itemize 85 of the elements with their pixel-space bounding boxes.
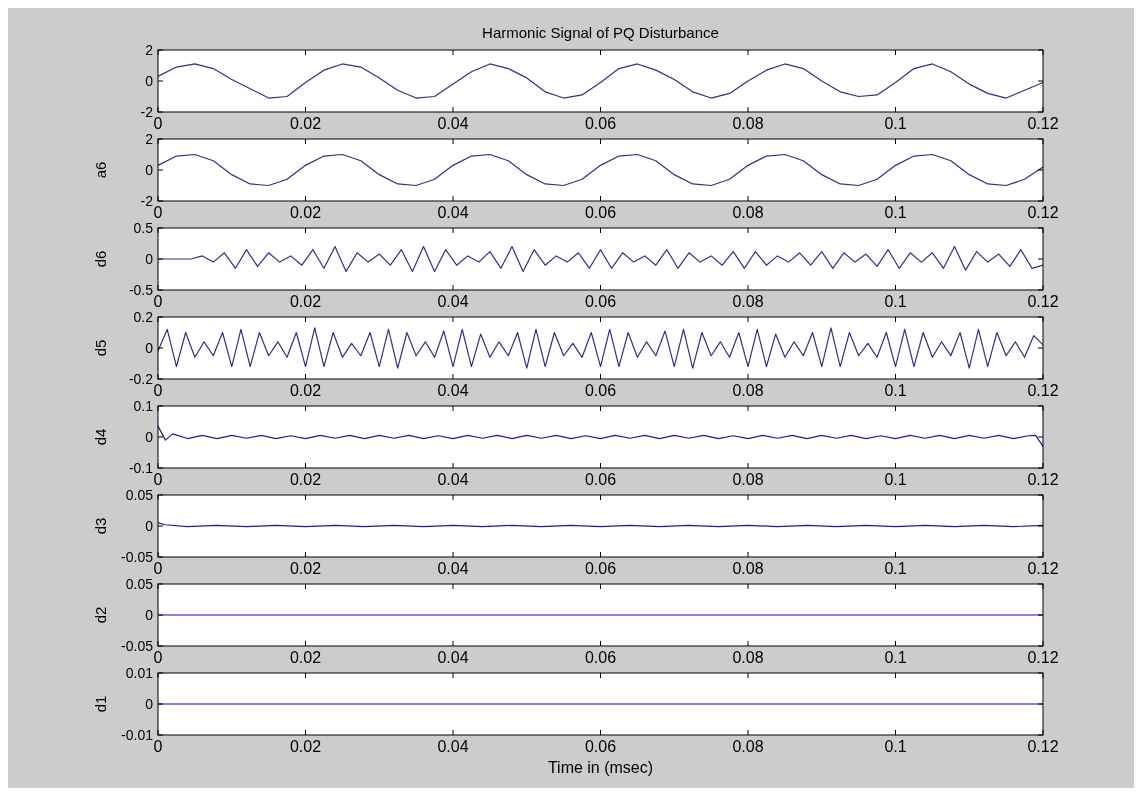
y-tick-label: 0.01 [125, 665, 154, 681]
line-series [157, 63, 1044, 99]
x-tick-label: 0.08 [732, 471, 764, 488]
y-tick-label: 0 [145, 73, 154, 89]
y-tick-label: -0.2 [128, 371, 154, 387]
x-tick-label: 0.02 [289, 204, 322, 221]
x-tick-label: 0.02 [289, 738, 322, 755]
x-tick-label: 0.04 [437, 471, 469, 488]
chart-title: Harmonic Signal of PQ Disturbance [482, 24, 719, 41]
y-tick-label: 2 [145, 42, 154, 58]
x-tick-label: 0.06 [584, 204, 617, 221]
y-tick-label: -0.01 [121, 727, 154, 743]
y-tick-label: -0.1 [128, 460, 154, 476]
x-tick-label: 0.04 [437, 560, 469, 577]
x-tick-label: 0.06 [584, 382, 617, 399]
x-tick-label: 0.06 [584, 649, 617, 666]
y-tick-label: 0 [145, 518, 154, 534]
y-tick-label: -0.05 [121, 549, 154, 565]
y-tick-label: -2 [140, 193, 154, 209]
x-tick-label: 0.12 [1027, 204, 1059, 221]
y-tick-label: 0 [145, 340, 154, 356]
x-tick-label: 0.12 [1027, 382, 1059, 399]
y-tick-label: 0 [145, 429, 154, 445]
x-tick-label: 0.06 [584, 471, 617, 488]
y-tick-label: -2 [140, 104, 154, 120]
x-tick-label: 0.08 [732, 560, 764, 577]
y-tick-label: -0.05 [121, 638, 154, 654]
x-tick-label: 0.12 [1027, 649, 1059, 666]
line-series [157, 327, 1044, 369]
x-tick-label: 0.08 [732, 293, 764, 310]
x-tick-label: 0.04 [437, 204, 469, 221]
y-tick-label: 0.05 [125, 576, 154, 592]
x-tick-label: 0.06 [584, 560, 617, 577]
x-tick-label: 0.1 [884, 204, 907, 221]
x-tick-label: 0.02 [289, 382, 322, 399]
x-tick-label: 0.1 [884, 738, 907, 755]
x-tick-label: 0.06 [584, 115, 617, 132]
x-tick-label: 0.08 [732, 204, 764, 221]
y-axis-title: d6 [92, 250, 109, 268]
y-tick-label: 0 [145, 251, 154, 267]
x-tick-label: 0.1 [884, 293, 907, 310]
y-tick-label: 2 [145, 131, 154, 147]
y-tick-label: 0.05 [125, 487, 154, 503]
x-tick-label: 0.12 [1027, 115, 1059, 132]
y-tick-label: 0.1 [133, 398, 154, 414]
y-axis-title: a6 [92, 161, 109, 179]
line-series [157, 153, 1044, 187]
x-tick-label: 0.02 [289, 560, 322, 577]
x-tick-label: 0.06 [584, 738, 617, 755]
x-tick-label: 0.1 [884, 649, 907, 666]
y-tick-label: -0.5 [128, 282, 154, 298]
x-tick-label: 0.04 [437, 649, 469, 666]
x-tick-label: 0.04 [437, 738, 469, 755]
y-axis-title: d3 [92, 517, 109, 535]
x-tick-label: 0.1 [884, 115, 907, 132]
y-tick-label: 0 [145, 607, 154, 623]
x-tick-label: 0.12 [1027, 560, 1059, 577]
y-axis-title: d5 [92, 339, 109, 357]
x-tick-label: 0.02 [289, 293, 322, 310]
y-tick-label: 0.5 [133, 220, 154, 236]
x-tick-label: 0.04 [437, 115, 469, 132]
x-tick-label: 0.08 [732, 649, 764, 666]
y-tick-label: 0 [145, 162, 154, 178]
x-tick-label: 0.1 [884, 471, 907, 488]
y-axis-title: d2 [92, 606, 109, 624]
x-tick-label: 0.02 [289, 115, 322, 132]
x-tick-label: 0.04 [437, 293, 469, 310]
x-tick-label: 0.08 [732, 738, 764, 755]
y-axis-title: d4 [92, 428, 109, 446]
y-tick-label: 0 [145, 696, 154, 712]
x-tick-label: 0.12 [1027, 471, 1059, 488]
y-axis-title: d1 [92, 695, 109, 713]
x-tick-label: 0.1 [884, 560, 907, 577]
x-tick-label: 0.08 [732, 382, 764, 399]
x-tick-label: 0.06 [584, 293, 617, 310]
x-axis-title: Time in (msec) [547, 759, 654, 776]
x-tick-label: 0.08 [732, 115, 764, 132]
x-tick-label: 0.02 [289, 471, 322, 488]
x-tick-label: 0.04 [437, 382, 469, 399]
line-series [157, 425, 1044, 447]
x-tick-label: 0.12 [1027, 738, 1059, 755]
x-tick-label: 0.02 [289, 649, 322, 666]
x-tick-label: 0.1 [884, 382, 907, 399]
x-tick-label: 0.12 [1027, 293, 1059, 310]
y-tick-label: 0.2 [133, 309, 154, 325]
